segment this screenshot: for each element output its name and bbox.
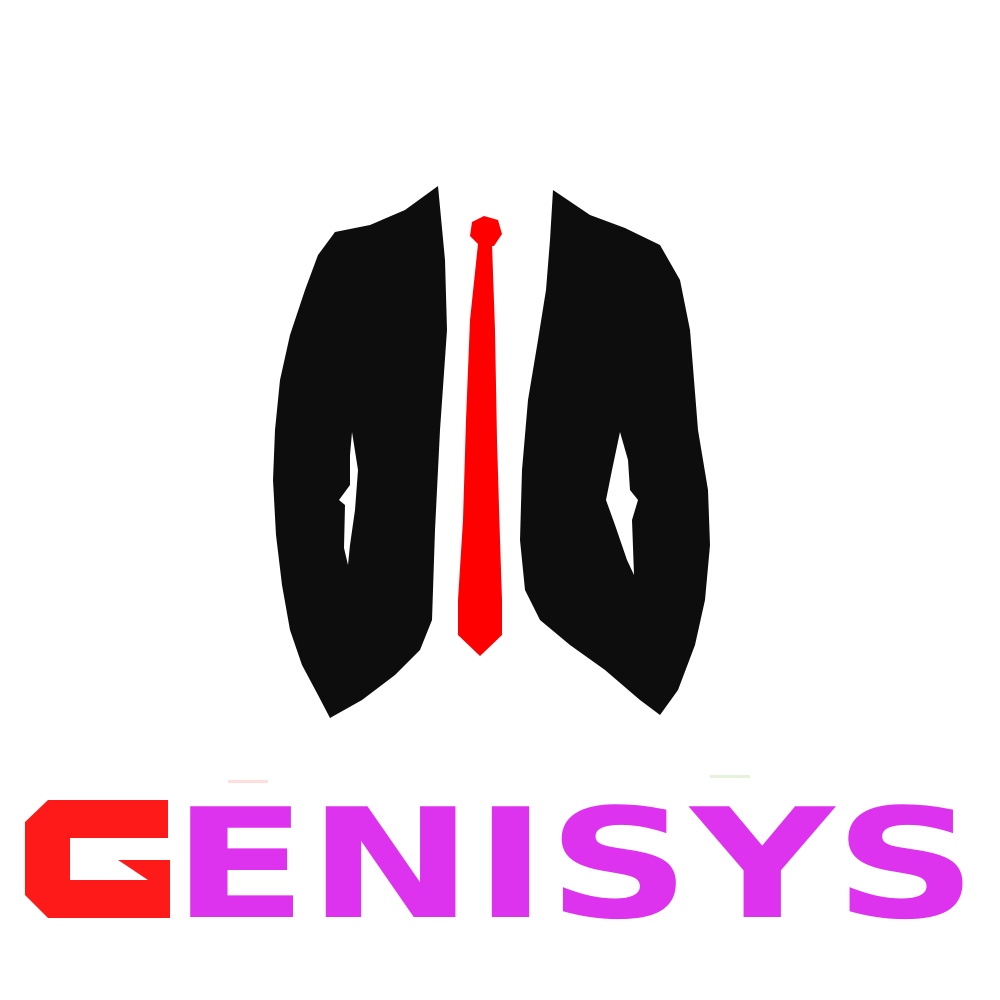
jacket-right-pocket: [606, 432, 638, 575]
jacket-right-panel: [520, 190, 710, 715]
tie-knot: [470, 216, 502, 246]
decorative-line-left: [228, 780, 268, 783]
wordmark-letter-g-shape: [25, 800, 170, 918]
decorative-line-right: [710, 775, 750, 778]
jacket-left-pocket: [339, 432, 358, 565]
jacket-left-panel: [273, 186, 447, 718]
wordmark-letter-g: G: [35, 776, 158, 950]
tie-blade: [458, 244, 502, 656]
wordmark-rest: ENISYS: [172, 776, 977, 953]
